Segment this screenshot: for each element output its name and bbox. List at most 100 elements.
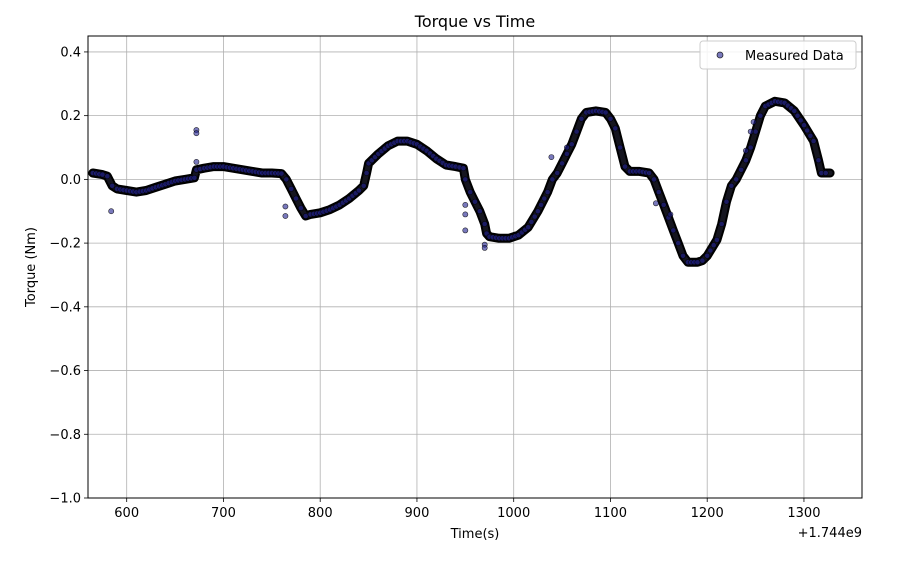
data-point <box>559 160 565 167</box>
data-point <box>360 182 367 189</box>
x-tick-label: 900 <box>405 506 430 521</box>
x-axis-label: Time(s) <box>450 527 500 542</box>
data-point <box>807 132 814 139</box>
data-point <box>747 144 754 151</box>
data-point <box>535 208 541 215</box>
data-point-outlier <box>564 144 570 151</box>
data-point-outlier <box>548 154 555 160</box>
data-point <box>476 208 483 215</box>
y-tick-label: −0.4 <box>49 300 81 315</box>
data-point <box>109 182 116 189</box>
data-point <box>815 157 822 164</box>
data-point-outlier <box>462 211 469 218</box>
data-point-outlier <box>481 244 488 251</box>
data-point-outlier <box>462 227 469 234</box>
data-point <box>283 176 290 183</box>
data-point <box>699 257 706 264</box>
y-tick-label: −0.6 <box>49 364 81 379</box>
data-point <box>617 144 623 151</box>
data-point <box>622 163 628 170</box>
data-point-outlier <box>282 213 289 219</box>
data-point-outlier <box>750 119 757 125</box>
data-point <box>794 112 801 119</box>
data-point <box>728 182 735 189</box>
data-point <box>791 108 798 114</box>
data-point <box>293 195 299 202</box>
data-point <box>718 221 725 227</box>
data-point <box>714 236 720 243</box>
data-point <box>707 247 714 254</box>
data-point <box>288 185 295 192</box>
data-point <box>797 117 804 124</box>
y-tick-label: −1.0 <box>49 492 81 507</box>
chart-title: Torque vs Time <box>414 12 535 31</box>
x-tick-label: 800 <box>308 506 333 521</box>
legend-box <box>699 40 857 70</box>
data-point <box>607 115 614 122</box>
data-point <box>99 171 106 178</box>
data-point <box>694 259 701 266</box>
data-point <box>804 127 811 134</box>
data-point <box>363 170 370 176</box>
data-point <box>472 198 478 205</box>
data-point <box>460 165 467 172</box>
x-tick-label: 700 <box>211 506 236 521</box>
data-point <box>801 122 807 129</box>
x-axis-offset-label: +1.744e9 <box>798 526 862 541</box>
data-point <box>743 157 749 164</box>
data-point <box>822 170 829 176</box>
data-point <box>723 198 730 205</box>
data-point <box>278 170 285 177</box>
data-point <box>538 201 544 208</box>
legend-label-measured-data: Measured Data <box>745 49 844 64</box>
legend: Measured Data <box>699 40 857 70</box>
data-point <box>704 252 711 259</box>
axis-ticks: 600 700 800 900 1000 1100 1200 1300 0.4 0.2 0.0 −0.… <box>49 45 820 521</box>
data-point <box>573 128 580 135</box>
y-tick-label: −0.2 <box>49 237 81 252</box>
data-point <box>757 112 764 119</box>
data-point <box>462 176 469 183</box>
data-point <box>568 141 575 148</box>
data-point <box>541 195 548 202</box>
y-tick-label: 0.4 <box>60 45 81 60</box>
data-point <box>602 109 609 116</box>
y-tick-label: −0.8 <box>49 428 81 443</box>
x-tick-label: 1200 <box>691 506 724 521</box>
y-tick-label: 0.2 <box>60 109 81 124</box>
data-point <box>525 224 532 231</box>
data-point <box>655 189 662 195</box>
data-point <box>531 213 538 220</box>
data-point <box>564 150 570 157</box>
data-point <box>467 189 474 195</box>
data-point-outlier <box>282 203 289 210</box>
data-point <box>481 221 488 227</box>
data-point <box>297 205 304 211</box>
data-point-outlier <box>653 200 659 207</box>
y-axis-label: Torque (Nm) <box>24 227 39 308</box>
data-point-outlier <box>743 147 749 154</box>
x-tick-label: 1100 <box>594 506 627 521</box>
data-point <box>302 213 309 219</box>
data-point <box>738 166 744 173</box>
data-point <box>646 170 652 176</box>
data-point <box>191 174 198 181</box>
data-point <box>104 173 111 180</box>
data-points <box>88 96 835 267</box>
data-point <box>578 115 585 122</box>
data-point <box>651 176 657 183</box>
data-point-outlier <box>193 130 200 137</box>
data-point <box>733 176 740 183</box>
data-point <box>752 128 759 135</box>
data-point <box>554 170 561 176</box>
data-point-outlier <box>108 208 115 215</box>
y-tick-label: 0.0 <box>60 173 81 188</box>
data-point <box>612 125 619 132</box>
x-tick-label: 1000 <box>497 506 530 521</box>
data-point-outlier <box>667 211 674 218</box>
data-point <box>675 240 682 246</box>
data-point-outlier <box>747 128 754 135</box>
data-point <box>528 218 535 225</box>
